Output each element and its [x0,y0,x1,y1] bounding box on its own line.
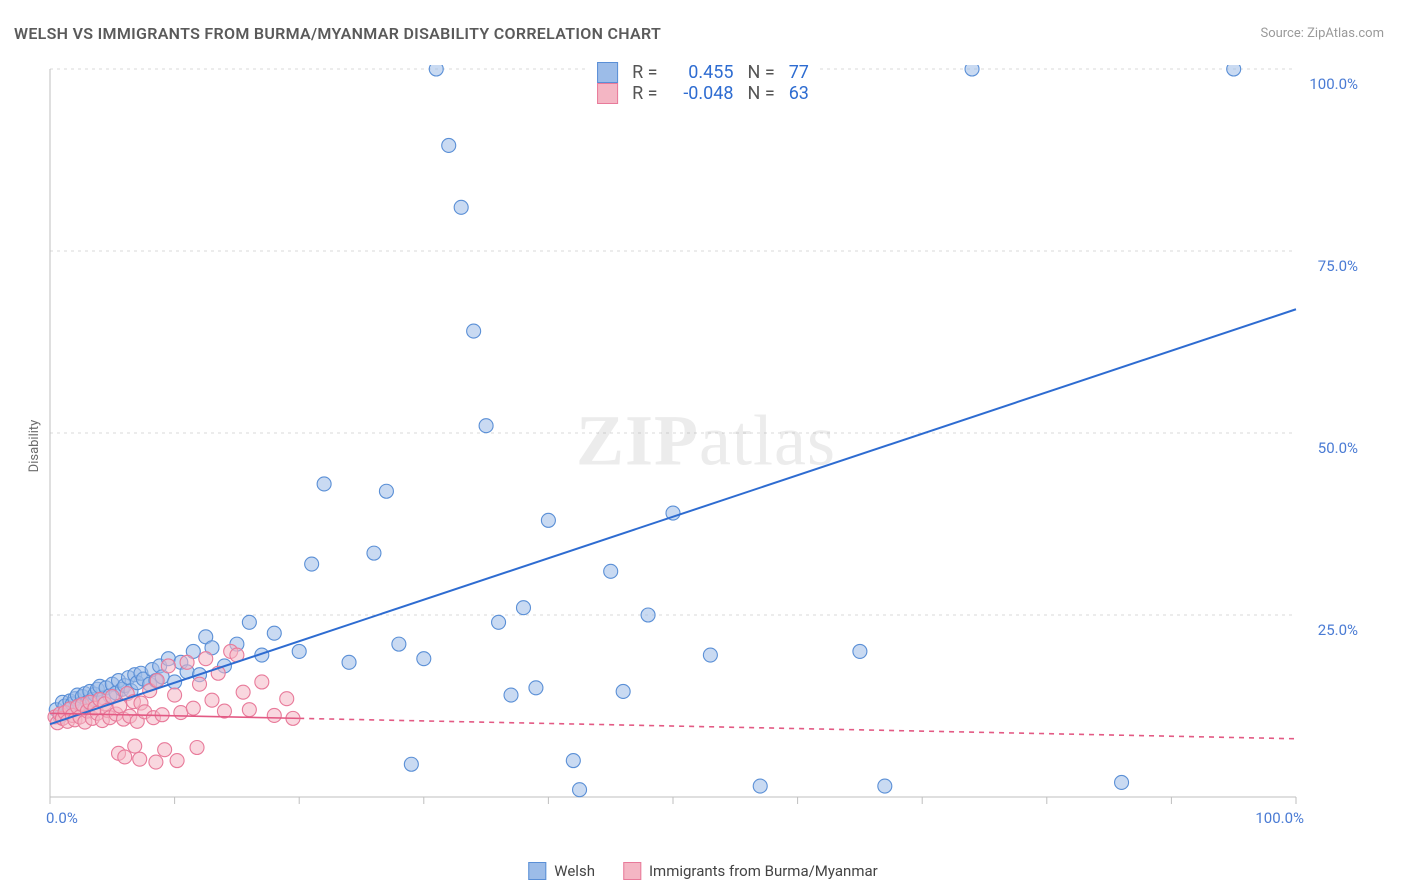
series-label-1: Immigrants from Burma/Myanmar [649,862,878,880]
stats-n-label-0: N = [748,62,775,83]
stats-legend: R = 0.455 N = 77 R = -0.048 N = 63 [589,58,817,108]
series-swatch-0 [528,862,546,880]
x-tick-label: 0.0% [46,809,78,827]
x-tick-label: 100.0% [1255,809,1304,827]
stats-n-value-1: 63 [789,83,809,104]
stats-r-value-1: -0.048 [672,83,734,104]
stats-r-label-0: R = [632,62,657,83]
source-attribution: Source: ZipAtlas.com [1260,26,1384,41]
stats-n-label-1: N = [748,83,775,104]
y-tick-label: 25.0% [1318,621,1358,639]
y-tick-label: 100.0% [1309,75,1358,93]
stats-legend-row-1: R = -0.048 N = 63 [597,83,809,104]
scatter-plot-svg [46,65,1366,817]
stats-legend-row-0: R = 0.455 N = 77 [597,62,809,83]
y-tick-label: 50.0% [1318,439,1358,457]
chart-container: WELSH VS IMMIGRANTS FROM BURMA/MYANMAR D… [0,0,1406,892]
series-legend-item-0: Welsh [528,862,595,880]
series-legend-item-1: Immigrants from Burma/Myanmar [623,862,878,880]
stats-r-value-0: 0.455 [672,62,734,83]
series-label-0: Welsh [554,862,595,880]
stats-swatch-0 [597,62,618,83]
y-tick-label: 75.0% [1318,257,1358,275]
series-swatch-1 [623,862,641,880]
stats-n-value-0: 77 [789,62,809,83]
stats-r-label-1: R = [632,83,657,104]
y-axis-label: Disability [27,420,42,473]
stats-swatch-1 [597,83,618,104]
plot-area: ZIPatlas 25.0%50.0%75.0%100.0%0.0%100.0% [46,65,1366,817]
chart-title: WELSH VS IMMIGRANTS FROM BURMA/MYANMAR D… [14,24,661,43]
series-legend: Welsh Immigrants from Burma/Myanmar [528,862,877,880]
